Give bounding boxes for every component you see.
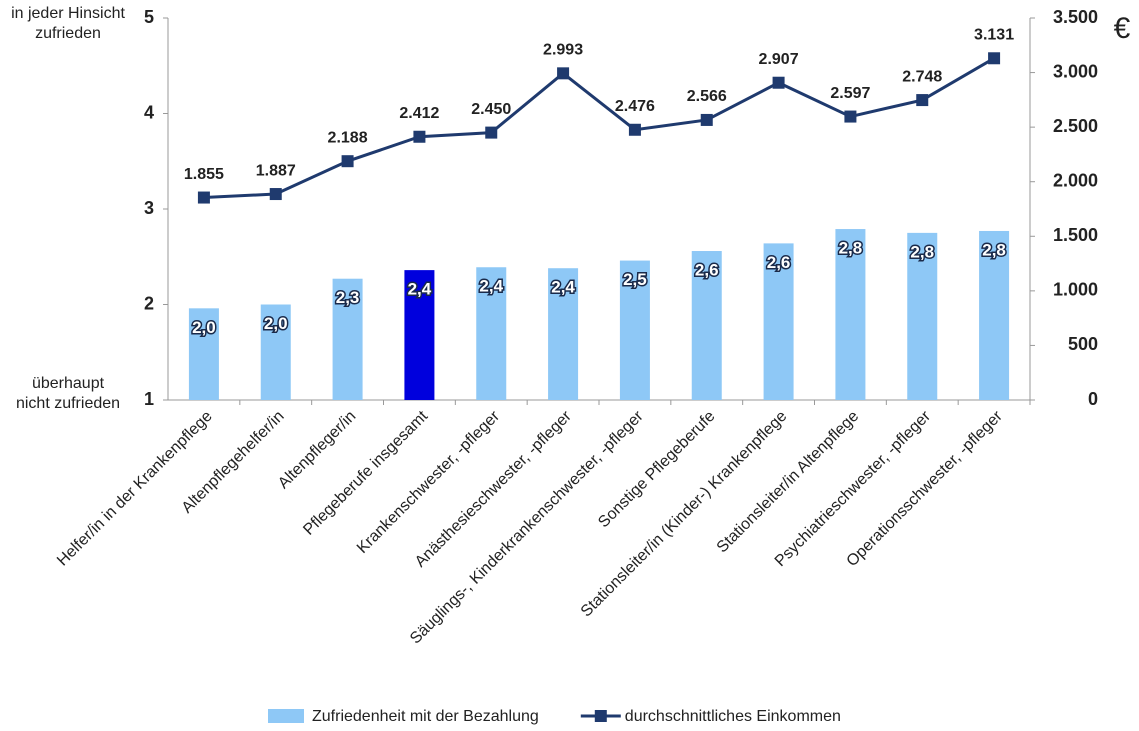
bar-value-label: 2,8 xyxy=(839,239,863,258)
bar-value-label: 2,0 xyxy=(192,318,216,337)
line-value-label: 2.993 xyxy=(543,42,583,59)
bar-value-label: 2,6 xyxy=(767,253,791,272)
line-marker xyxy=(269,188,282,201)
x-tick-label: Sonstige Pflegeberufe xyxy=(595,408,718,531)
y-tick-label: 4 xyxy=(144,102,154,122)
bar-value-label: 2,3 xyxy=(336,288,360,307)
bar-value-label: 2,8 xyxy=(982,240,1006,259)
y-tick-label: 5 xyxy=(144,7,154,27)
line-marker xyxy=(557,67,570,80)
bar xyxy=(476,267,507,400)
y2-tick-label: 1.500 xyxy=(1053,225,1098,245)
bar-value-label: 2,8 xyxy=(910,242,934,261)
line-value-label: 2.597 xyxy=(830,85,870,102)
y-tick-label: 2 xyxy=(144,293,154,313)
line-value-label: 2.476 xyxy=(615,98,655,115)
bar-value-label: 2,4 xyxy=(408,280,432,299)
x-tick-label: Psychiatrieschwester, -pfleger xyxy=(772,407,935,570)
line-marker xyxy=(341,155,354,168)
x-tick-label: Helfer/in in der Krankenpflege xyxy=(54,408,216,570)
line-marker xyxy=(413,130,426,143)
bar xyxy=(619,260,650,400)
bar xyxy=(332,278,363,400)
bar xyxy=(260,304,291,400)
line-value-label: 2.748 xyxy=(902,68,942,85)
line-value-label: 1.887 xyxy=(256,162,296,179)
line-marker xyxy=(628,123,641,136)
x-tick-label: Anästhesieschwester, -pfleger xyxy=(412,407,575,570)
y2-tick-label: 500 xyxy=(1068,334,1098,354)
line-marker xyxy=(700,113,713,126)
line-marker xyxy=(197,191,210,204)
y-axis-label: nicht zufrieden xyxy=(16,395,120,412)
bar xyxy=(979,230,1010,400)
legend-label: Zufriedenheit mit der Bezahlung xyxy=(312,708,539,725)
legend-swatch xyxy=(268,709,304,723)
line-value-label: 2.566 xyxy=(687,88,727,105)
line-marker xyxy=(844,110,857,123)
y-axis-label: zufrieden xyxy=(35,25,101,42)
y2-tick-label: 2.000 xyxy=(1053,170,1098,190)
line-value-label: 2.188 xyxy=(328,129,368,146)
bar-value-label: 2,4 xyxy=(479,277,503,296)
legend-label: durchschnittliches Einkommen xyxy=(625,708,841,725)
line-marker xyxy=(988,52,1001,65)
line-marker xyxy=(916,94,929,107)
bar-value-label: 2,6 xyxy=(695,261,719,280)
line-value-label: 2.450 xyxy=(471,101,511,118)
bar xyxy=(763,243,794,400)
x-tick-label: Pflegeberufe insgesamt xyxy=(300,407,431,538)
line-value-label: 2.412 xyxy=(399,105,439,122)
y2-unit: € xyxy=(1114,12,1131,45)
line xyxy=(203,56,995,200)
bar xyxy=(907,232,938,400)
bar xyxy=(188,308,219,400)
x-tick-label: Operationsschwester, -pfleger xyxy=(844,407,1007,570)
bar xyxy=(691,251,722,400)
y-axis-label: in jeder Hinsicht xyxy=(11,5,125,22)
y-tick-label: 3 xyxy=(144,198,154,218)
y2-tick-label: 3.000 xyxy=(1053,61,1098,81)
line-marker xyxy=(772,76,785,89)
line-value-label: 2.907 xyxy=(759,51,799,68)
bar xyxy=(404,270,435,400)
bar-value-label: 2,0 xyxy=(264,314,288,333)
legend-marker xyxy=(594,710,607,722)
line-marker xyxy=(485,126,498,139)
y2-tick-label: 2.500 xyxy=(1053,116,1098,136)
x-tick-label: Stationsleiter/in Altenpflege xyxy=(714,408,863,557)
y2-tick-label: 1.000 xyxy=(1053,280,1098,300)
y-tick-label: 1 xyxy=(144,389,154,409)
line-value-label: 3.131 xyxy=(974,26,1014,43)
bar-value-label: 2,5 xyxy=(623,270,647,289)
bar-value-label: 2,4 xyxy=(551,278,575,297)
y-axis-label: überhaupt xyxy=(32,375,105,392)
x-tick-label: Krankenschwester, -pfleger xyxy=(354,407,504,557)
y2-tick-label: 0 xyxy=(1088,389,1098,409)
bar xyxy=(835,229,866,400)
line-value-label: 1.855 xyxy=(184,166,224,183)
y2-tick-label: 3.500 xyxy=(1053,7,1098,27)
bar xyxy=(548,268,579,400)
